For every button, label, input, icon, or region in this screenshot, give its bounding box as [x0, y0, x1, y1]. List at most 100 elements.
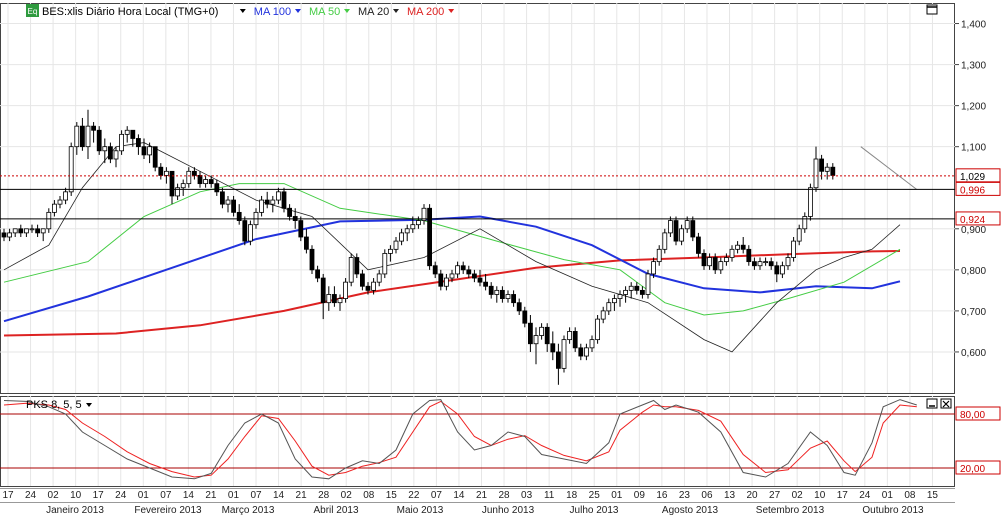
- candle-up: [421, 207, 427, 221]
- price-grid: [0, 3, 955, 487]
- candle-down: [231, 199, 237, 213]
- minimize-icon: [926, 398, 938, 409]
- candle-up: [802, 216, 808, 230]
- x-tick-label: 14: [183, 490, 195, 501]
- oscillator-level-label: 20,00: [960, 464, 985, 475]
- candle-up: [119, 133, 124, 152]
- candle-up: [679, 228, 684, 242]
- candle-up: [180, 183, 186, 189]
- candle-down: [499, 289, 505, 299]
- candle-up: [163, 170, 169, 176]
- month-label: Agosto 2013: [662, 505, 719, 516]
- month-label: Outubro 2013: [862, 505, 924, 516]
- x-tick-label: 07: [431, 490, 443, 501]
- candle-down: [578, 347, 584, 357]
- x-tick-label: 24: [859, 490, 871, 501]
- x-tick-label: 22: [408, 490, 420, 501]
- candle-up: [225, 199, 231, 205]
- candle-down: [35, 228, 40, 234]
- candle-up: [791, 240, 796, 258]
- candle-up: [612, 298, 617, 304]
- candle-down: [91, 125, 96, 131]
- candle-up: [623, 289, 628, 295]
- candle-up: [68, 146, 74, 193]
- candle-up: [617, 294, 623, 299]
- candle-down: [511, 294, 517, 304]
- candle-down: [572, 331, 578, 349]
- moving-averages: [3, 142, 918, 353]
- x-tick-label: 16: [656, 490, 668, 501]
- candle-up: [780, 265, 785, 275]
- indicator-legend-ma200: MA 200: [407, 6, 444, 18]
- x-tick-label: 21: [476, 490, 488, 501]
- candle-up: [724, 257, 729, 263]
- candle-down: [477, 277, 483, 283]
- x-tick-label: 15: [386, 490, 398, 501]
- candle-down: [236, 211, 242, 221]
- candle-up: [589, 339, 595, 349]
- x-tick-label: 17: [2, 490, 14, 501]
- ma-line-ma200: [3, 250, 901, 337]
- ma-line-ma100: [3, 215, 901, 323]
- x-tick-label: 25: [589, 490, 601, 501]
- candle-up: [186, 170, 192, 185]
- candle-up: [175, 187, 181, 197]
- candle-up: [124, 129, 130, 135]
- candle-up: [449, 273, 455, 279]
- x-tick-label: 02: [792, 490, 804, 501]
- candle-up: [85, 125, 91, 148]
- candle-up: [29, 228, 35, 231]
- support-line-label: 0,996: [960, 185, 985, 196]
- candle-up: [410, 224, 416, 230]
- candle-up: [113, 150, 119, 160]
- x-tick-label: 10: [814, 490, 826, 501]
- candle-down: [544, 326, 550, 345]
- candle-up: [757, 261, 763, 267]
- x-tick-label: 08: [904, 490, 916, 501]
- candle-down: [214, 183, 220, 193]
- last-price-label: 1,029: [960, 172, 985, 183]
- candle-up: [399, 232, 405, 242]
- oscillator-d-line: [3, 400, 917, 478]
- indicator-legend-ma50: MA 50: [309, 6, 340, 18]
- candle-down: [281, 191, 287, 209]
- candle-up: [561, 339, 567, 369]
- x-tick-label: 02: [48, 490, 60, 501]
- month-label: Junho 2013: [482, 505, 535, 516]
- candle-up: [533, 335, 539, 345]
- chart-header: Eq BES:xlis Diário Hora Local (TMG+0) MA 1…: [26, 4, 938, 18]
- candle-up: [455, 265, 461, 275]
- y-tick-label: 1,200: [961, 102, 986, 113]
- candle-down: [80, 125, 85, 148]
- oscillator-pane-frame: [0, 396, 955, 487]
- candle-down: [303, 236, 309, 250]
- x-tick-label: 28: [318, 490, 330, 501]
- candle-down: [701, 253, 707, 267]
- candle-down: [287, 207, 293, 217]
- month-label: Setembro 2013: [756, 505, 825, 516]
- candle-up: [326, 294, 332, 304]
- pks-oscillator: 80,00 20,00 PKS 8, 5, 5: [0, 398, 1001, 480]
- x-tick-label: 14: [453, 490, 465, 501]
- y-tick-label: 0,700: [961, 307, 986, 318]
- price-pane-frame: [0, 3, 955, 394]
- candle-up: [584, 347, 589, 357]
- x-tick-label: 01: [228, 490, 240, 501]
- candle-up: [824, 166, 830, 172]
- x-tick-label: 24: [25, 490, 37, 501]
- close-icon-cross: [942, 400, 950, 408]
- candle-up: [23, 228, 29, 234]
- candle-down: [1, 232, 7, 238]
- candle-up: [668, 220, 673, 234]
- candle-down: [830, 166, 836, 176]
- oscillator-k-line: [3, 399, 917, 480]
- chevron-down-icon: [86, 403, 92, 407]
- x-tick-label: 27: [769, 490, 781, 501]
- candle-down: [460, 265, 466, 271]
- candle-up: [147, 146, 153, 156]
- candle-down: [696, 236, 701, 254]
- month-label: Maio 2013: [397, 505, 444, 516]
- candle-down: [634, 285, 640, 291]
- candle-up: [203, 179, 209, 185]
- chevron-down-icon: [448, 9, 455, 13]
